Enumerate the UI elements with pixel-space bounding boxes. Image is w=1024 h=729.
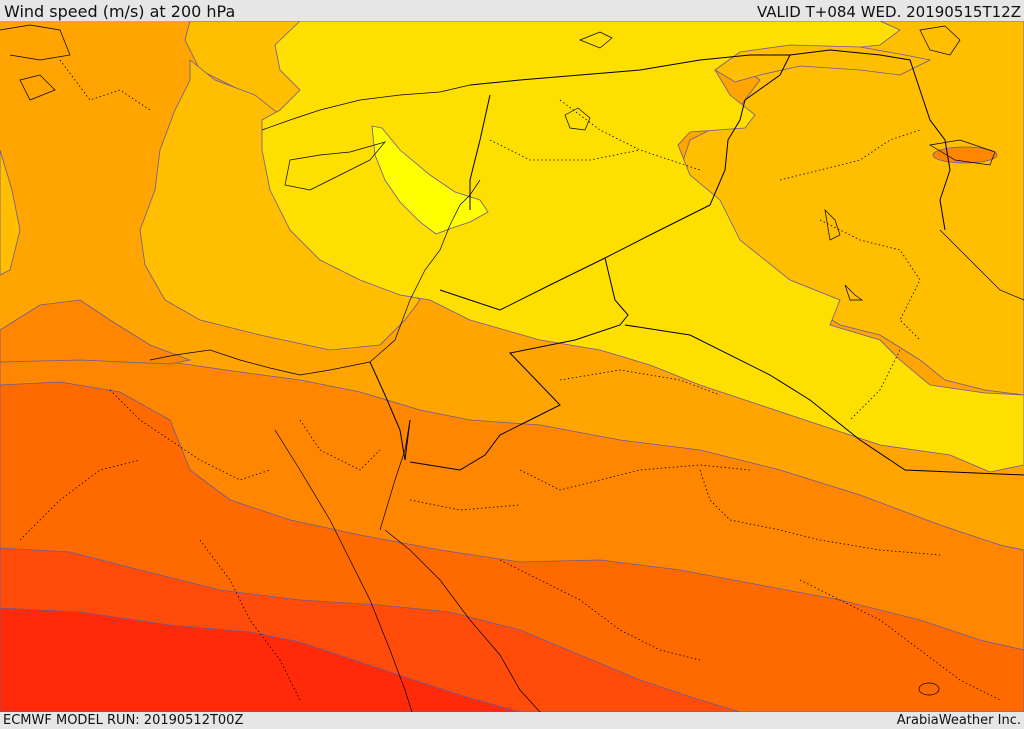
- coastlines: [0, 24, 1024, 712]
- admin-boundaries: [19, 59, 1001, 701]
- wind-band-orange-yellow-left: [0, 149, 21, 276]
- wind-speed-map[interactable]: [0, 21, 1024, 712]
- wind-band-red: [0, 607, 521, 712]
- wind-band-orange-west: [0, 299, 192, 365]
- map-title: Wind speed (m/s) at 200 hPa: [4, 2, 236, 21]
- footer-bar: ECMWF MODEL RUN: 20190512T00Z ArabiaWeat…: [0, 712, 1024, 729]
- model-run-label: ECMWF MODEL RUN: 20190512T00Z: [3, 713, 244, 728]
- wind-band-yellow: [261, 21, 1024, 473]
- header-bar: Wind speed (m/s) at 200 hPa VALID T+084 …: [0, 0, 1024, 21]
- wind-blob-ne: [932, 146, 998, 164]
- lakes-islands: [564, 25, 961, 696]
- country-borders: [369, 49, 1024, 476]
- valid-time-label: VALID T+084 WED. 20190515T12Z: [756, 3, 1021, 21]
- brand-label: ArabiaWeather Inc.: [896, 713, 1021, 728]
